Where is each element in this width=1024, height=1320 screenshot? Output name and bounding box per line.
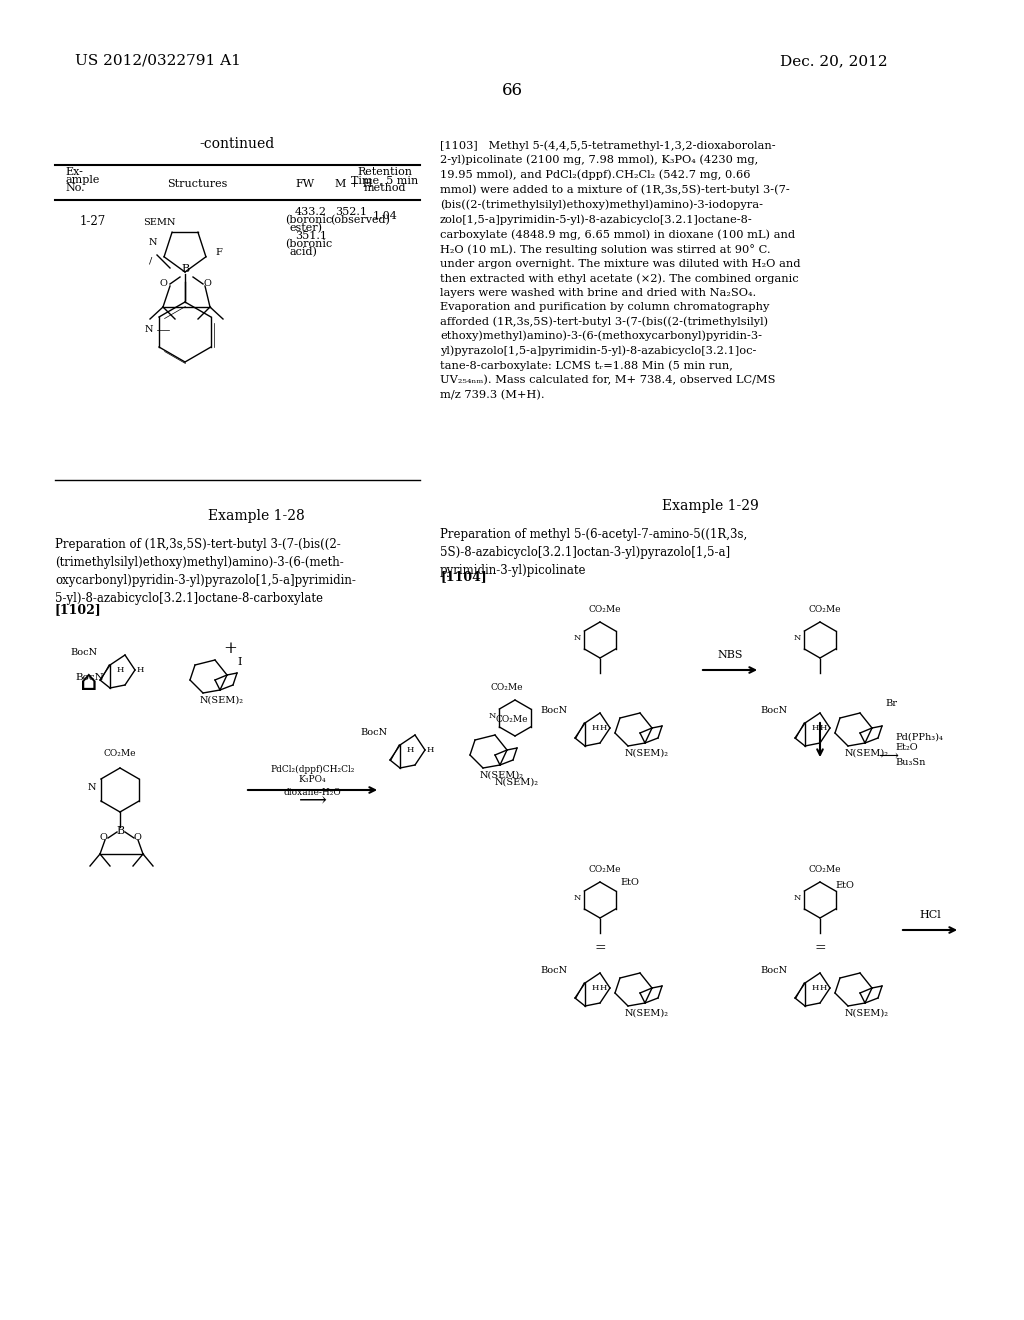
Text: method: method (364, 183, 407, 193)
Text: Dec. 20, 2012: Dec. 20, 2012 (780, 54, 888, 69)
Text: 351.1: 351.1 (295, 231, 327, 242)
Text: BocN: BocN (540, 706, 567, 715)
Text: N(SEM)₂: N(SEM)₂ (845, 1008, 889, 1018)
Text: H: H (117, 667, 124, 675)
Text: H: H (427, 746, 434, 754)
Text: (boronic: (boronic (285, 239, 332, 249)
Text: N: N (489, 711, 497, 719)
Text: H: H (407, 746, 415, 754)
Text: dioxane-H₂O: dioxane-H₂O (284, 788, 341, 797)
Text: -continued: -continued (200, 137, 275, 150)
Text: O: O (203, 279, 211, 288)
Text: BocN: BocN (760, 706, 787, 715)
Text: /: / (150, 257, 153, 267)
Text: [1104]: [1104] (440, 570, 486, 583)
Text: H: H (812, 723, 819, 733)
Text: Time, 5 min: Time, 5 min (351, 176, 419, 185)
Text: H: H (600, 723, 607, 733)
Text: Ex-: Ex- (65, 168, 83, 177)
Text: CO₂Me: CO₂Me (589, 865, 622, 874)
Text: Preparation of (1R,3s,5S)-tert-butyl 3-(7-(bis((2-
(trimethylsilyl)ethoxy)methyl: Preparation of (1R,3s,5S)-tert-butyl 3-(… (55, 539, 356, 605)
Text: BocN: BocN (70, 648, 97, 657)
Text: Retention: Retention (357, 168, 413, 177)
Text: ⟶: ⟶ (299, 791, 327, 809)
Text: ester): ester) (290, 223, 323, 234)
Text: SEMN: SEMN (143, 218, 175, 227)
Text: ⌂: ⌂ (80, 668, 97, 696)
Text: N(SEM)₂: N(SEM)₂ (480, 771, 524, 780)
Text: No.: No. (65, 183, 85, 193)
Text: N: N (150, 238, 158, 247)
Text: H: H (812, 983, 819, 993)
Text: CO₂Me: CO₂Me (809, 605, 842, 614)
Text: =: = (815, 941, 826, 954)
Text: H: H (820, 723, 827, 733)
Text: acid): acid) (290, 247, 317, 257)
Text: M + H: M + H (335, 180, 373, 189)
Text: CO₂Me: CO₂Me (103, 748, 136, 758)
Text: ⟶: ⟶ (878, 748, 898, 763)
Text: EtO: EtO (620, 878, 639, 887)
Text: K₃PO₄: K₃PO₄ (299, 775, 327, 784)
Text: 433.2: 433.2 (295, 207, 327, 216)
Text: BocN: BocN (760, 966, 787, 975)
Text: F: F (215, 248, 222, 257)
Text: Preparation of methyl 5-(6-acetyl-7-amino-5((1R,3s,
5S)-8-azabicyclo[3.2.1]octan: Preparation of methyl 5-(6-acetyl-7-amin… (440, 528, 748, 577)
Text: =: = (595, 941, 606, 954)
Text: N: N (145, 325, 154, 334)
Text: CO₂Me: CO₂Me (589, 605, 622, 614)
Text: N: N (574, 634, 582, 642)
Text: H: H (600, 983, 607, 993)
Text: (observed): (observed) (330, 215, 390, 224)
Text: [1103]   Methyl 5-(4,4,5,5-tetramethyl-1,3,2-dioxaborolan-
2-yl)picolinate (2100: [1103] Methyl 5-(4,4,5,5-tetramethyl-1,3… (440, 140, 801, 400)
Text: 66: 66 (502, 82, 522, 99)
Text: CO₂Me: CO₂Me (490, 682, 523, 692)
Text: [1102]: [1102] (55, 603, 101, 616)
Text: N(SEM)₂: N(SEM)₂ (625, 1008, 669, 1018)
Text: Et₂O: Et₂O (895, 743, 918, 752)
Text: NBS: NBS (717, 649, 742, 660)
Text: Pd(PPh₃)₄: Pd(PPh₃)₄ (895, 733, 943, 742)
Text: BocN: BocN (360, 729, 387, 737)
Text: H: H (820, 983, 827, 993)
Text: BocN: BocN (540, 966, 567, 975)
Text: Example 1-29: Example 1-29 (662, 499, 759, 513)
Text: O: O (134, 833, 142, 842)
Text: FW: FW (295, 180, 314, 189)
Text: Br: Br (885, 700, 897, 708)
Text: O: O (100, 833, 108, 842)
Text: N(SEM)₂: N(SEM)₂ (200, 696, 244, 705)
Text: N: N (574, 894, 582, 902)
Text: B: B (181, 264, 189, 275)
Text: N(SEM)₂: N(SEM)₂ (625, 748, 669, 758)
Text: CO₂Me: CO₂Me (495, 715, 527, 723)
Text: 1.04: 1.04 (373, 211, 397, 220)
Text: N: N (88, 783, 96, 792)
Text: 352.1: 352.1 (335, 207, 367, 216)
Text: H: H (592, 723, 599, 733)
Text: N: N (794, 634, 802, 642)
Text: B: B (116, 826, 124, 836)
Text: Bu₃Sn: Bu₃Sn (895, 758, 926, 767)
Text: Example 1-28: Example 1-28 (208, 510, 304, 523)
Text: 1-27: 1-27 (80, 215, 106, 228)
Text: HCl: HCl (920, 909, 941, 920)
Text: Structures: Structures (167, 180, 227, 189)
Text: +: + (223, 640, 237, 657)
Text: ample: ample (65, 176, 99, 185)
Text: PdCl₂(dppf)CH₂Cl₂: PdCl₂(dppf)CH₂Cl₂ (270, 764, 354, 774)
Text: O: O (160, 279, 168, 288)
Text: (boronic: (boronic (285, 215, 332, 224)
Text: H: H (592, 983, 599, 993)
Text: BocN: BocN (75, 673, 103, 682)
Text: H: H (137, 667, 144, 675)
Text: CO₂Me: CO₂Me (809, 865, 842, 874)
Text: N(SEM)₂: N(SEM)₂ (495, 777, 539, 787)
Text: N(SEM)₂: N(SEM)₂ (845, 748, 889, 758)
Text: I: I (237, 657, 242, 667)
Text: N: N (794, 894, 802, 902)
Text: EtO: EtO (835, 880, 854, 890)
Text: US 2012/0322791 A1: US 2012/0322791 A1 (75, 54, 241, 69)
